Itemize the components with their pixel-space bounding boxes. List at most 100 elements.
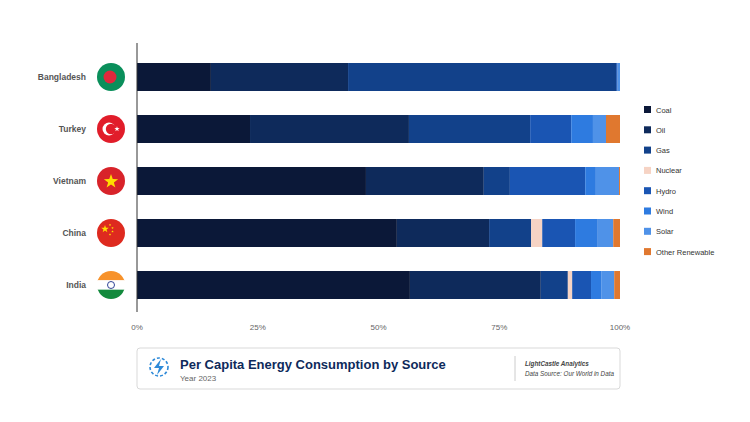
bar-segment — [137, 271, 410, 299]
flag-body — [97, 271, 125, 299]
legend-swatch — [644, 228, 651, 235]
flag-crescent — [103, 123, 116, 136]
flag-star — [114, 126, 119, 131]
bar-segment — [137, 219, 397, 247]
flag — [97, 63, 125, 91]
bar-segment — [397, 219, 489, 247]
bar-segment — [568, 271, 572, 299]
bar-segment — [616, 63, 617, 91]
flag-star — [101, 225, 109, 232]
bar-segment — [542, 219, 575, 247]
flag-band — [97, 280, 125, 289]
bar-segment — [620, 63, 621, 91]
bar-segment — [484, 167, 510, 195]
bar-segment — [572, 271, 591, 299]
bar-segment — [571, 115, 593, 143]
flag-body — [97, 115, 125, 143]
flag-star — [111, 230, 113, 232]
flag — [97, 167, 125, 195]
flag-star — [111, 227, 113, 229]
bar-segment — [137, 167, 366, 195]
flag-disc — [104, 71, 117, 84]
tick-label: 100% — [610, 323, 630, 332]
bar-segment — [211, 63, 348, 91]
flag-star — [109, 233, 111, 235]
legend-label: Coal — [656, 106, 672, 115]
title-box — [137, 348, 620, 389]
category-label: Turkey — [59, 124, 87, 134]
bar-segment — [601, 271, 614, 299]
flag-band — [97, 271, 125, 280]
legend-swatch — [644, 187, 651, 194]
bar-segment — [348, 63, 616, 91]
subtitle: Year 2023 — [180, 374, 217, 383]
bars — [137, 63, 620, 299]
bar-segment — [575, 219, 598, 247]
legend-label: Oil — [656, 126, 666, 135]
bar-segment — [510, 167, 585, 195]
bar-segment — [618, 63, 620, 91]
bar-segment — [366, 167, 484, 195]
flag — [97, 271, 125, 299]
bar-segment — [410, 271, 541, 299]
legend-swatch — [644, 248, 651, 255]
bar-segment — [250, 115, 409, 143]
flag-band — [97, 290, 125, 299]
legend-swatch — [644, 106, 651, 113]
annotation: Data Source: Our World in Data — [525, 370, 614, 377]
bar-segment — [137, 63, 211, 91]
category-label: China — [62, 228, 86, 238]
icon-bolt — [154, 359, 164, 375]
legend-swatch — [644, 167, 651, 174]
legend-label: Wind — [656, 207, 673, 216]
flag-bg — [97, 219, 125, 247]
flag-star — [104, 174, 118, 188]
flag-body — [97, 219, 125, 247]
bar-segment — [598, 219, 613, 247]
category-label: Vietnam — [53, 176, 86, 186]
legend-label: Hydro — [656, 187, 676, 196]
chart: 0% 25% 50% 75% 100% Bangladesh Turkey Vietnam Ch… — [0, 0, 750, 422]
bar-segment — [613, 219, 620, 247]
category-label: India — [66, 280, 86, 290]
flag-body — [97, 167, 125, 195]
chart-root: 0% 25% 50% 75% 100% Bangladesh Turkey Vietnam Ch… — [0, 0, 750, 422]
bar-segment — [541, 271, 568, 299]
legend-label: Gas — [656, 146, 670, 155]
tick-label: 25% — [250, 323, 266, 332]
bar-segment — [530, 115, 571, 143]
divider — [515, 356, 516, 381]
flag-bg — [97, 115, 125, 143]
flag-crescent-cut — [106, 124, 116, 134]
category-label: Bangladesh — [38, 72, 86, 82]
bar-segment — [591, 271, 601, 299]
bar-segment — [137, 115, 250, 143]
legend-swatch — [644, 126, 651, 133]
bar-segment — [606, 115, 620, 143]
flag — [97, 115, 125, 143]
flag-bg — [97, 167, 125, 195]
bar-segment — [585, 167, 596, 195]
legend-swatch — [644, 208, 651, 215]
tick-label: 75% — [491, 323, 507, 332]
legend-label: Nuclear — [656, 166, 682, 175]
flag — [97, 219, 125, 247]
legend-label: Other Renewable — [656, 248, 714, 257]
title-icon — [150, 358, 168, 376]
bar-segment — [596, 167, 619, 195]
bar-segment — [593, 115, 606, 143]
tick-label: 0% — [131, 323, 143, 332]
flag-bg — [97, 63, 125, 91]
bar-segment — [409, 115, 530, 143]
bar-segment — [619, 167, 620, 195]
tick-label: 50% — [370, 323, 386, 332]
legend-swatch — [644, 147, 651, 154]
bar-segment — [614, 271, 620, 299]
title: Per Capita Energy Consumption by Source — [180, 357, 446, 372]
axis-line — [137, 43, 138, 312]
flag-wheel — [108, 282, 115, 289]
icon-ring — [150, 358, 168, 376]
flag-body — [97, 63, 125, 91]
bar-segment — [489, 219, 531, 247]
flag-star — [109, 224, 111, 226]
